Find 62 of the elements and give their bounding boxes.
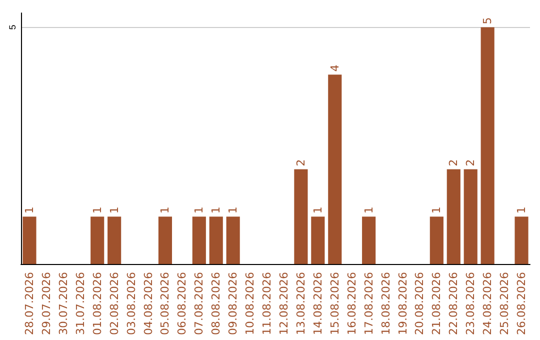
x-tick-label: 19.08.2026 bbox=[396, 272, 410, 336]
data-label: 2 bbox=[464, 159, 478, 166]
data-label: 1 bbox=[430, 206, 444, 214]
data-label: 1 bbox=[226, 206, 240, 214]
x-tick-label: 02.08.2026 bbox=[108, 272, 121, 336]
x-tick-label: 26.08.2026 bbox=[515, 272, 528, 336]
x-tick-label: 17.08.2026 bbox=[362, 272, 376, 336]
x-tick-label: 31.07.2026 bbox=[74, 272, 87, 336]
bar bbox=[192, 216, 206, 264]
data-label: 1 bbox=[192, 206, 206, 214]
data-label: 1 bbox=[108, 206, 121, 214]
x-tick-label: 05.08.2026 bbox=[158, 272, 172, 336]
data-label: 1 bbox=[158, 206, 172, 214]
x-tick-label: 10.08.2026 bbox=[244, 272, 257, 336]
x-tick-label: 29.07.2026 bbox=[40, 272, 53, 336]
x-tick-label: 25.08.2026 bbox=[498, 272, 512, 336]
data-label: 1 bbox=[22, 206, 36, 214]
x-tick-label: 16.08.2026 bbox=[345, 272, 358, 336]
bar bbox=[90, 216, 104, 264]
x-tick-label: 06.08.2026 bbox=[176, 272, 189, 336]
bar bbox=[158, 216, 172, 264]
x-tick-label: 22.08.2026 bbox=[447, 272, 460, 336]
data-label: 1 bbox=[515, 206, 528, 214]
x-tick-label: 15.08.2026 bbox=[328, 272, 342, 336]
x-tick-label: 04.08.2026 bbox=[142, 272, 155, 336]
x-tick-label: 09.08.2026 bbox=[226, 272, 240, 336]
bar bbox=[446, 169, 460, 264]
x-tick-label: 14.08.2026 bbox=[311, 272, 324, 336]
data-label: 1 bbox=[210, 206, 223, 214]
bar bbox=[311, 216, 325, 264]
bar bbox=[464, 169, 478, 264]
bar bbox=[294, 169, 308, 264]
data-label: 4 bbox=[328, 64, 342, 72]
x-tick-label: 20.08.2026 bbox=[413, 272, 426, 336]
x-tick-label: 23.08.2026 bbox=[464, 272, 478, 336]
x-tick-label: 01.08.2026 bbox=[90, 272, 104, 336]
x-tick-label: 13.08.2026 bbox=[294, 272, 308, 336]
x-tick-label: 03.08.2026 bbox=[124, 272, 138, 336]
bar bbox=[328, 74, 342, 264]
x-tick-label: 11.08.2026 bbox=[260, 272, 274, 336]
bar bbox=[430, 216, 444, 264]
bar bbox=[480, 27, 494, 264]
x-tick-label: 28.07.2026 bbox=[22, 272, 36, 336]
bar bbox=[226, 216, 240, 264]
bar bbox=[514, 216, 528, 264]
data-label: 1 bbox=[90, 206, 104, 214]
x-tick-label: 30.07.2026 bbox=[56, 272, 70, 336]
x-tick-label: 21.08.2026 bbox=[430, 272, 444, 336]
bar bbox=[209, 216, 223, 264]
data-label: 2 bbox=[294, 159, 308, 166]
x-tick-label: 07.08.2026 bbox=[192, 272, 206, 336]
x-tick-label: 24.08.2026 bbox=[481, 272, 494, 336]
bar bbox=[108, 216, 122, 264]
x-tick-label: 18.08.2026 bbox=[379, 272, 392, 336]
bar bbox=[362, 216, 376, 264]
data-label: 1 bbox=[362, 206, 376, 214]
data-label: 5 bbox=[481, 17, 494, 24]
x-tick-label: 12.08.2026 bbox=[277, 272, 290, 336]
data-label: 2 bbox=[447, 159, 460, 166]
x-tick-label: 08.08.2026 bbox=[210, 272, 223, 336]
data-label: 1 bbox=[311, 206, 324, 214]
bar bbox=[22, 216, 36, 264]
